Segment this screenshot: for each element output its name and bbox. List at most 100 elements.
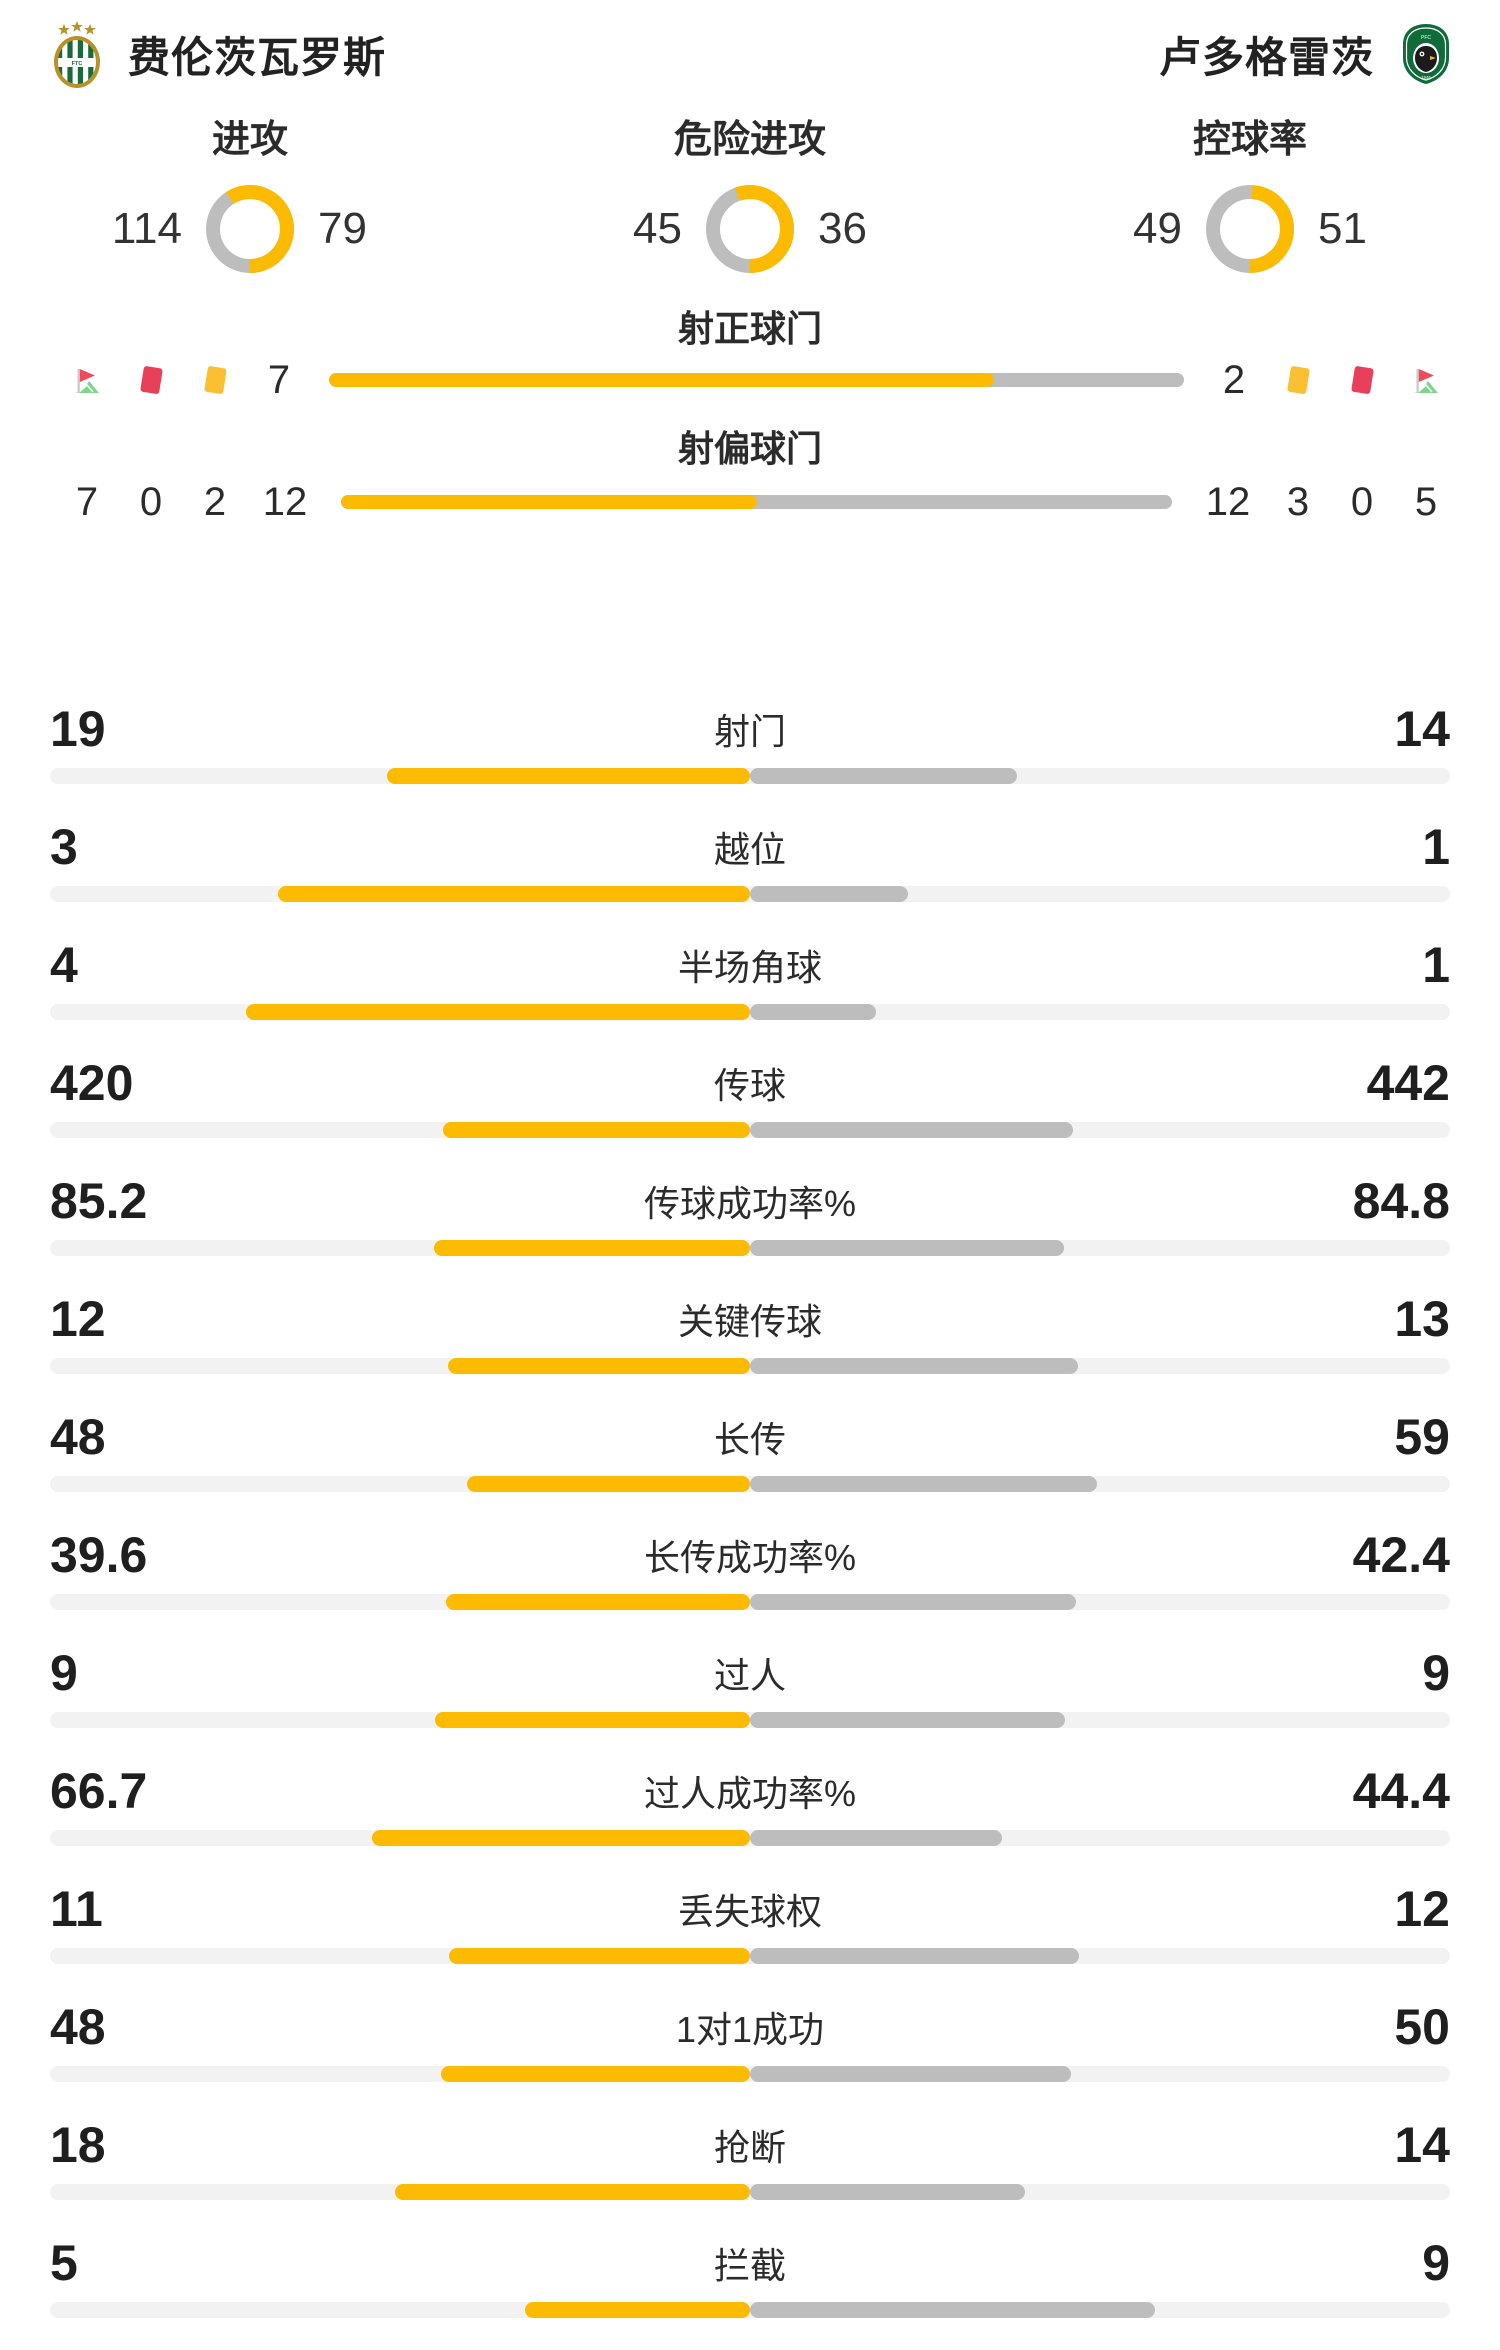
stat-bar-home-fill bbox=[448, 1948, 750, 1964]
stat-row-values: 66.7 过人成功率% 44.4 bbox=[50, 1752, 1450, 1830]
stat-label: 传球 bbox=[713, 1065, 786, 1106]
donut-attacks: 进攻 114 79 bbox=[0, 108, 500, 304]
stat-home-value: 48 bbox=[50, 1409, 106, 1465]
stat-bar-home-fill bbox=[395, 2184, 750, 2200]
stat-bar-home-fill bbox=[447, 1358, 750, 1374]
red-card-icon bbox=[119, 359, 183, 401]
away-corners-count: 5 bbox=[1414, 479, 1438, 524]
stat-row-values: 48 长传 59 bbox=[50, 1398, 1450, 1476]
donut-title: 控球率 bbox=[1192, 119, 1307, 161]
stat-label: 关键传球 bbox=[677, 1301, 822, 1342]
stat-away-value: 50 bbox=[1394, 1999, 1450, 2055]
shots-on-target-away-value: 2 bbox=[1222, 357, 1246, 402]
corner-flag-icon bbox=[55, 359, 119, 401]
donut-possession-icon bbox=[1206, 185, 1294, 273]
stat-row: 21解围37 bbox=[0, 2342, 1500, 2350]
stat-bar-home-fill bbox=[277, 886, 750, 902]
stat-bar-track bbox=[50, 1594, 1450, 1610]
home-red-cards-count: 0 bbox=[139, 479, 163, 524]
stat-away-value: 44.4 bbox=[1352, 1763, 1450, 1819]
yellow-card-icon bbox=[1266, 359, 1330, 401]
shots-on-target-home-fill bbox=[329, 373, 995, 387]
stat-label: 过人成功率% bbox=[643, 1773, 856, 1814]
stat-home-value: 48 bbox=[50, 1999, 106, 2055]
stat-home-value: 66.7 bbox=[50, 1763, 148, 1819]
away-team[interactable]: 卢多格雷茨 PFC 1945 bbox=[1159, 22, 1452, 86]
stat-label: 传球成功率% bbox=[643, 1183, 856, 1224]
donut-home-value: 45 bbox=[633, 204, 682, 253]
stat-label: 射门 bbox=[713, 711, 786, 752]
donut-home-value: 49 bbox=[1133, 204, 1182, 253]
stat-row-values: 39.6 长传成功率% 42.4 bbox=[50, 1516, 1450, 1594]
stat-bar-track bbox=[50, 1004, 1450, 1020]
stat-row: 48 长传 59 bbox=[0, 1398, 1500, 1516]
stat-home-value: 19 bbox=[50, 701, 106, 757]
stat-bar-away-fill bbox=[750, 1358, 1078, 1374]
stat-row-values: 48 1对1成功 50 bbox=[50, 1988, 1450, 2066]
stat-bar-away-fill bbox=[750, 2184, 1026, 2200]
stat-away-value: 42.4 bbox=[1352, 1527, 1450, 1583]
stat-home-value: 3 bbox=[50, 819, 78, 875]
stat-bar-away-fill bbox=[750, 2066, 1072, 2082]
stat-bar-away-fill bbox=[750, 1122, 1074, 1138]
ludogorets-crest-icon: PFC 1945 bbox=[1403, 24, 1449, 84]
home-icon-group: 7 bbox=[0, 358, 311, 403]
stat-label: 长传成功率% bbox=[643, 1537, 856, 1578]
donut-away-value: 79 bbox=[318, 204, 367, 253]
shots-on-target-home-value: 7 bbox=[267, 357, 291, 402]
stat-home-value: 18 bbox=[50, 2117, 106, 2173]
donut-dangerous-attacks: 危险进攻 45 36 bbox=[500, 108, 1000, 304]
stat-row-values: 11 丢失球权 12 bbox=[50, 1870, 1450, 1948]
svg-text:FTC: FTC bbox=[72, 61, 83, 67]
stat-home-value: 420 bbox=[50, 1055, 134, 1111]
stat-row: 4 半场角球 1 bbox=[0, 926, 1500, 1044]
stat-bar-home-fill bbox=[434, 1240, 750, 1256]
stat-away-value: 442 bbox=[1366, 1055, 1450, 1111]
stat-label: 拦截 bbox=[713, 2245, 786, 2286]
donut-away-value: 51 bbox=[1318, 204, 1367, 253]
stat-row: 3 越位 1 bbox=[0, 808, 1500, 926]
stat-bar-away-fill bbox=[750, 1240, 1065, 1256]
shots-on-target-row: 7 2 bbox=[0, 350, 1500, 410]
stat-home-value: 12 bbox=[50, 1291, 106, 1347]
stat-bar-home-fill bbox=[467, 1476, 750, 1492]
away-icon-group: 2 bbox=[1202, 358, 1500, 403]
shots-off-target-home-value: 12 bbox=[262, 479, 308, 524]
stat-row-values: 18 抢断 14 bbox=[50, 2106, 1450, 2184]
stat-row-values: 21解围37 bbox=[50, 2342, 1450, 2350]
top-stats-section: 射正球门 bbox=[0, 300, 1500, 524]
stat-bar-track bbox=[50, 2066, 1450, 2082]
stat-row: 12 关键传球 13 bbox=[0, 1280, 1500, 1398]
stat-row-values: 4 半场角球 1 bbox=[50, 926, 1450, 1004]
stat-row: 66.7 过人成功率% 44.4 bbox=[0, 1752, 1500, 1870]
stat-bar-away-fill bbox=[750, 1948, 1079, 1964]
stat-bar-away-fill bbox=[750, 1594, 1076, 1610]
donut-chart-row: 进攻 114 79 危险进攻 45 36 控球率 bbox=[0, 108, 1500, 304]
stat-row: 39.6 长传成功率% 42.4 bbox=[0, 1516, 1500, 1634]
stat-bar-track bbox=[50, 1358, 1450, 1374]
donut-attacks-icon bbox=[206, 185, 294, 273]
shots-on-target-bar bbox=[329, 373, 1184, 387]
stat-row: 48 1对1成功 50 bbox=[0, 1988, 1500, 2106]
stat-label: 丢失球权 bbox=[677, 1891, 822, 1932]
stat-row-values: 12 关键传球 13 bbox=[50, 1280, 1450, 1358]
stat-away-value: 12 bbox=[1394, 1881, 1450, 1937]
home-counts-group: 7 0 2 12 bbox=[0, 480, 323, 525]
ferencvaros-crest-icon: FTC bbox=[54, 21, 100, 88]
away-red-cards-count: 0 bbox=[1350, 479, 1374, 524]
donut-possession: 控球率 49 51 bbox=[1000, 108, 1500, 304]
home-team[interactable]: FTC 费伦茨瓦罗斯 bbox=[48, 17, 386, 91]
stat-row: 11 丢失球权 12 bbox=[0, 1870, 1500, 1988]
stat-row: 18 抢断 14 bbox=[0, 2106, 1500, 2224]
stat-bar-away-fill bbox=[750, 2302, 1156, 2318]
shots-off-target-label: 射偏球门 bbox=[677, 428, 822, 469]
home-team-name: 费伦茨瓦罗斯 bbox=[128, 33, 387, 81]
stat-away-value: 84.8 bbox=[1352, 1173, 1450, 1229]
stat-bar-track bbox=[50, 768, 1450, 784]
red-card-icon bbox=[1330, 359, 1394, 401]
stat-row-values: 19 射门 14 bbox=[50, 690, 1450, 768]
home-corners-count: 7 bbox=[75, 479, 99, 524]
stat-row: 19 射门 14 bbox=[0, 690, 1500, 808]
away-team-name: 卢多格雷茨 bbox=[1158, 33, 1374, 81]
